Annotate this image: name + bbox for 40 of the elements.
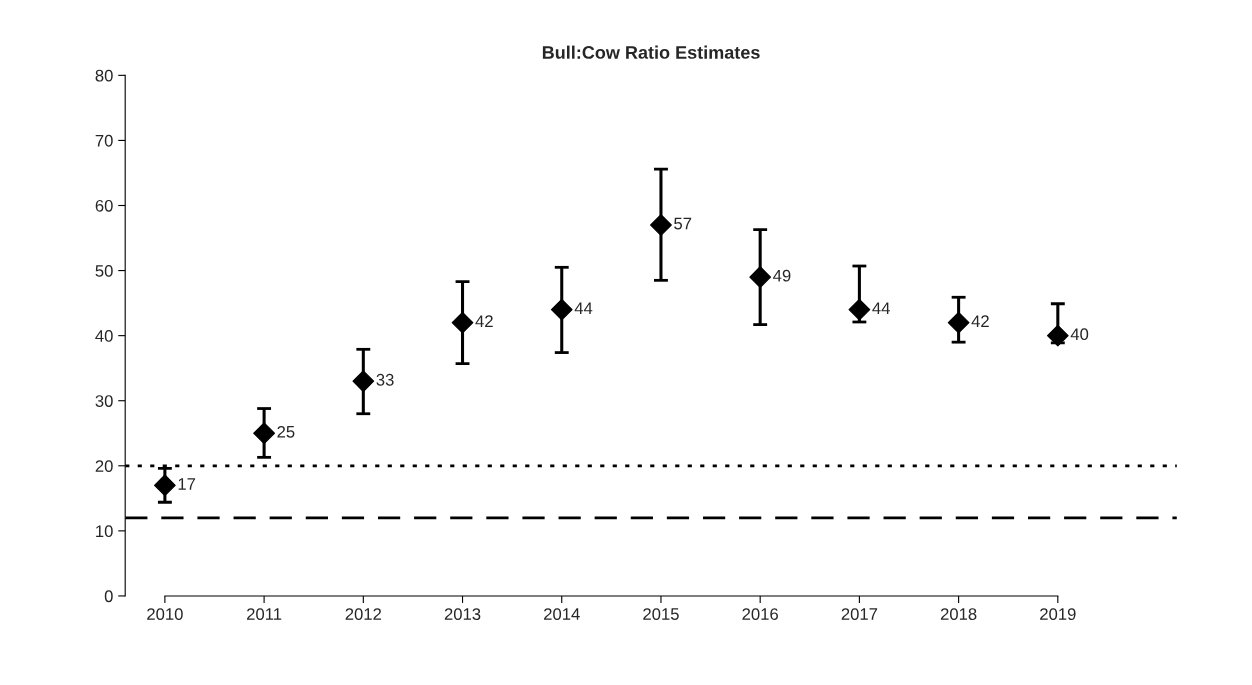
data-label: 42 [971,315,989,327]
x-tick-label: 2018 [940,608,977,620]
point [253,422,275,445]
x-tick-label: 2019 [1040,608,1076,620]
y-tick-label: 80 [95,69,113,82]
x-tick-label: 2010 [147,608,183,620]
y-tick-label: 20 [95,460,113,472]
data-label: 57 [674,217,692,230]
chart-title: Bull:Cow Ratio Estimates [542,45,760,59]
x-tick-label: 2017 [841,608,878,620]
x-tick-label: 2016 [742,608,778,620]
data-label: 42 [475,315,493,327]
y-tick-label: 40 [95,330,113,342]
data-label: 33 [376,373,394,386]
data-label: 44 [574,302,593,314]
x-tick-label: 2014 [544,608,580,620]
point [848,298,871,321]
data-label: 49 [773,269,791,282]
data-label: 44 [872,302,890,314]
y-tick-label: 50 [95,264,113,277]
data-label: 17 [178,478,196,490]
point [550,298,573,321]
point [650,214,672,236]
y-tick-label: 60 [95,199,113,212]
point [749,266,772,288]
point [947,311,970,334]
y-tick-label: 0 [104,590,113,603]
y-tick-label: 30 [95,395,113,407]
x-tick-label: 2011 [247,608,282,620]
x-tick-label: 2015 [643,608,679,620]
data-label: 25 [277,425,295,438]
data-label: 40 [1070,328,1089,341]
y-tick-label: 10 [96,525,113,538]
point [451,311,474,334]
x-tick-label: 2012 [345,608,382,620]
y-tick-label: 70 [95,134,113,147]
point [352,370,375,393]
point [154,474,176,497]
x-tick-label: 2013 [444,608,481,620]
point [1046,324,1069,347]
